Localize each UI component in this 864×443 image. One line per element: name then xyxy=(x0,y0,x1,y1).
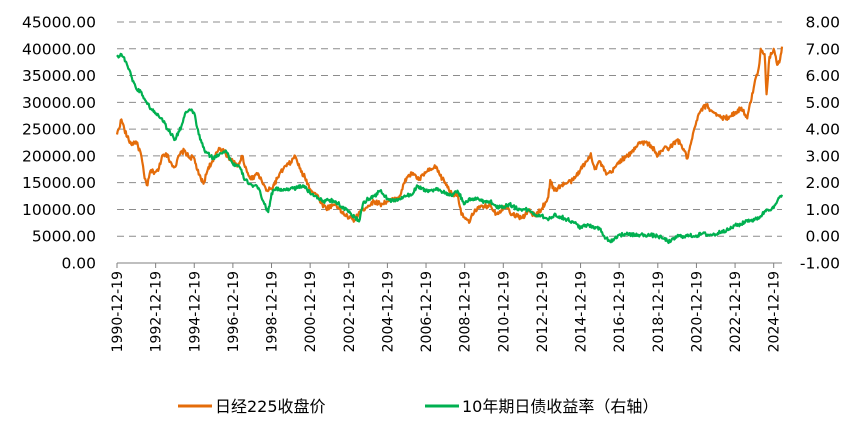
x-tick-label: 2016-12-19 xyxy=(612,271,628,352)
x-axis: 1990-12-19 1992-12-19 1994-12-19 1996-12-19… xyxy=(110,262,783,352)
left-tick-label: 45000.00 xyxy=(22,14,96,32)
left-tick-label: 25000.00 xyxy=(22,121,96,139)
right-tick-label: 8.00 xyxy=(805,14,840,32)
left-tick-label: 20000.00 xyxy=(22,147,96,165)
x-tick-label: 2014-12-19 xyxy=(574,271,590,352)
series-line-jgb10y xyxy=(116,52,784,245)
grid-lines xyxy=(117,21,782,237)
x-tick-label: 1994-12-19 xyxy=(187,271,203,352)
right-tick-label: 3.00 xyxy=(805,147,840,165)
x-tick-label: 2018-12-19 xyxy=(651,271,667,352)
right-tick-label: 6.00 xyxy=(805,67,840,85)
legend-label: 日经225收盘价 xyxy=(215,397,326,416)
x-tick-label: 1998-12-19 xyxy=(265,271,281,352)
right-tick-label: 5.00 xyxy=(805,94,840,112)
x-tick-label: 2010-12-19 xyxy=(496,271,512,352)
x-tick-label: 2024-12-19 xyxy=(767,271,783,352)
x-tick-label: 1990-12-19 xyxy=(110,271,126,352)
left-tick-label: 15000.00 xyxy=(22,174,96,192)
left-tick-label: 35000.00 xyxy=(22,67,96,85)
right-tick-label: 4.00 xyxy=(805,121,840,139)
right-tick-label: 7.00 xyxy=(805,40,840,58)
left-tick-label: 30000.00 xyxy=(22,94,96,112)
x-tick-label: 2022-12-19 xyxy=(728,271,744,352)
left-tick-label: 10000.00 xyxy=(22,201,96,219)
legend: 日经225收盘价 10年期日债收益率（右轴） xyxy=(178,397,658,416)
left-tick-label: 40000.00 xyxy=(22,40,96,58)
right-tick-label: 1.00 xyxy=(805,201,840,219)
right-tick-label: 0.00 xyxy=(805,228,840,246)
x-tick-label: 2004-12-19 xyxy=(380,271,396,352)
left-axis-ticks: 45000.00 40000.00 35000.00 30000.00 25000.00… xyxy=(22,14,96,273)
x-tick-label: 1992-12-19 xyxy=(149,271,165,352)
left-tick-label: 0.00 xyxy=(61,255,96,273)
x-tick-label: 2020-12-19 xyxy=(689,271,705,352)
legend-label: 10年期日债收益率（右轴） xyxy=(462,397,658,416)
right-axis-ticks: 8.00 7.00 6.00 5.00 4.00 3.00 2.00 1.00 0.00 -1.0… xyxy=(800,14,840,273)
x-tick-label: 2002-12-19 xyxy=(342,271,358,352)
x-tick-label: 2006-12-19 xyxy=(419,271,435,352)
x-tick-label: 2008-12-19 xyxy=(458,271,474,352)
left-tick-label: 5000.00 xyxy=(32,228,96,246)
right-tick-label: -1.00 xyxy=(800,255,840,273)
x-tick-label: 2000-12-19 xyxy=(303,271,319,352)
series-lines xyxy=(115,46,784,245)
right-tick-label: 2.00 xyxy=(805,174,840,192)
x-tick-label: 1996-12-19 xyxy=(226,271,242,352)
x-tick-label: 2012-12-19 xyxy=(535,271,551,352)
